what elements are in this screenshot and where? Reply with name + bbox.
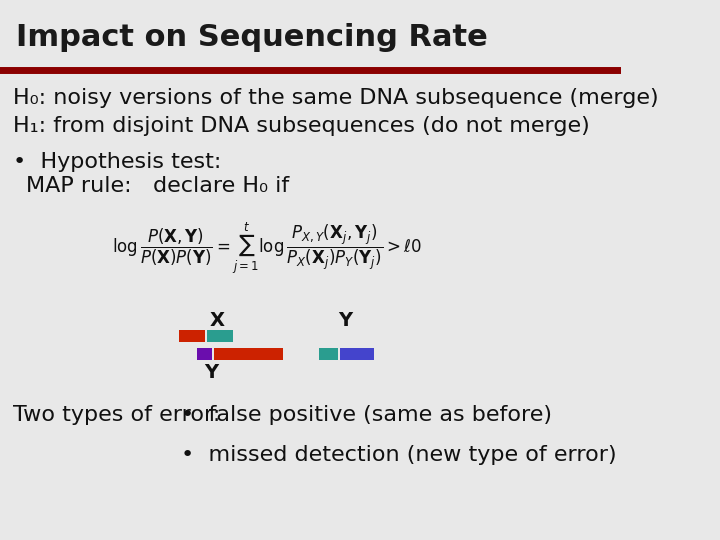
FancyBboxPatch shape — [197, 348, 212, 360]
FancyBboxPatch shape — [179, 330, 205, 342]
Text: •  missed detection (new type of error): • missed detection (new type of error) — [181, 445, 616, 465]
Text: •  Hypothesis test:: • Hypothesis test: — [13, 152, 221, 172]
FancyBboxPatch shape — [340, 348, 374, 360]
FancyBboxPatch shape — [319, 348, 338, 360]
Text: H₀: noisy versions of the same DNA subsequence (merge): H₀: noisy versions of the same DNA subse… — [13, 88, 659, 108]
Text: $\log \dfrac{P(\mathbf{X}, \mathbf{Y})}{P(\mathbf{X})P(\mathbf{Y})} = \sum_{j=1}: $\log \dfrac{P(\mathbf{X}, \mathbf{Y})}{… — [112, 220, 422, 276]
FancyBboxPatch shape — [207, 330, 233, 342]
Text: Y: Y — [204, 363, 218, 382]
FancyBboxPatch shape — [214, 348, 283, 360]
Text: Impact on Sequencing Rate: Impact on Sequencing Rate — [16, 24, 487, 52]
Text: MAP rule:   declare H₀ if: MAP rule: declare H₀ if — [26, 176, 289, 196]
Text: •  false positive (same as before): • false positive (same as before) — [181, 405, 552, 425]
Text: Two types of error:: Two types of error: — [13, 405, 220, 425]
Text: X: X — [210, 310, 225, 329]
Text: Y: Y — [338, 310, 352, 329]
Text: H₁: from disjoint DNA subsequences (do not merge): H₁: from disjoint DNA subsequences (do n… — [13, 116, 590, 136]
